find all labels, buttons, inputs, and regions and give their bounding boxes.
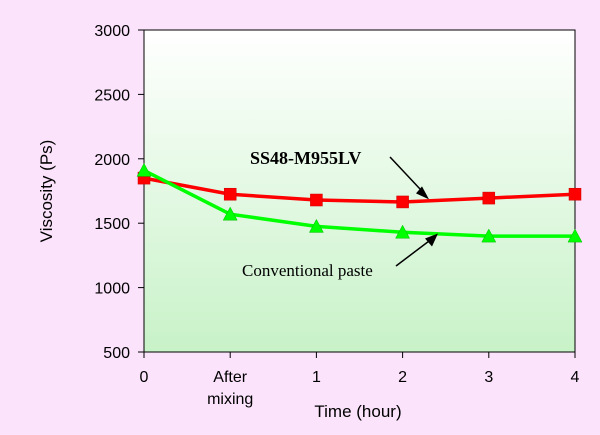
- x-tick-label: 3: [484, 369, 493, 386]
- x-tick-label-line: 3: [484, 369, 493, 386]
- y-axis-title: Viscosity (Ps): [37, 140, 56, 243]
- data-point: [308, 218, 324, 233]
- x-tick-label-line: After: [213, 369, 247, 386]
- y-tick-label: 1500: [94, 216, 130, 233]
- x-tick-label: 2: [398, 369, 407, 386]
- y-tick-label: 1000: [94, 281, 130, 298]
- x-axis: 0 After mixing 1 2 3 4: [140, 352, 580, 408]
- arrow-head: [425, 233, 438, 247]
- y-tick-label: 2000: [94, 152, 130, 169]
- x-tick-label-line: 4: [571, 369, 580, 386]
- annotations: SS48-M955LV Conventional paste: [242, 148, 438, 280]
- y-tick-label: 500: [103, 345, 130, 362]
- data-point: [223, 187, 237, 201]
- y-axis: 500 1000 1500 2000 2500 3000: [94, 23, 144, 362]
- y-tick-label: 3000: [94, 23, 130, 40]
- series-layer: [136, 162, 583, 243]
- data-point: [136, 162, 152, 177]
- data-point: [396, 195, 409, 209]
- x-tick-label-line: 1: [312, 369, 321, 386]
- x-axis-title: Time (hour): [314, 402, 401, 421]
- x-tick-label: 1: [312, 369, 321, 386]
- data-point: [568, 187, 582, 201]
- x-tick-label-line: 0: [140, 369, 149, 386]
- arrow-head: [416, 186, 429, 200]
- data-point: [310, 193, 323, 207]
- series-2: [136, 162, 583, 243]
- data-point: [395, 224, 411, 239]
- x-tick-label-line: mixing: [207, 391, 253, 408]
- data-point: [222, 206, 238, 221]
- data-point: [481, 228, 497, 243]
- series-label-conventional: Conventional paste: [242, 261, 373, 280]
- x-tick-label: 4: [571, 369, 580, 386]
- x-tick-label: 0: [140, 369, 149, 386]
- series-line: [143, 176, 576, 204]
- y-tick-label: 2500: [94, 87, 130, 104]
- series-line: [143, 168, 575, 238]
- x-tick-label-line: 2: [398, 369, 407, 386]
- data-point: [482, 191, 496, 205]
- x-tick-label: After mixing: [207, 369, 253, 408]
- series-label-ss48: SS48-M955LV: [250, 148, 361, 168]
- data-point: [567, 228, 583, 243]
